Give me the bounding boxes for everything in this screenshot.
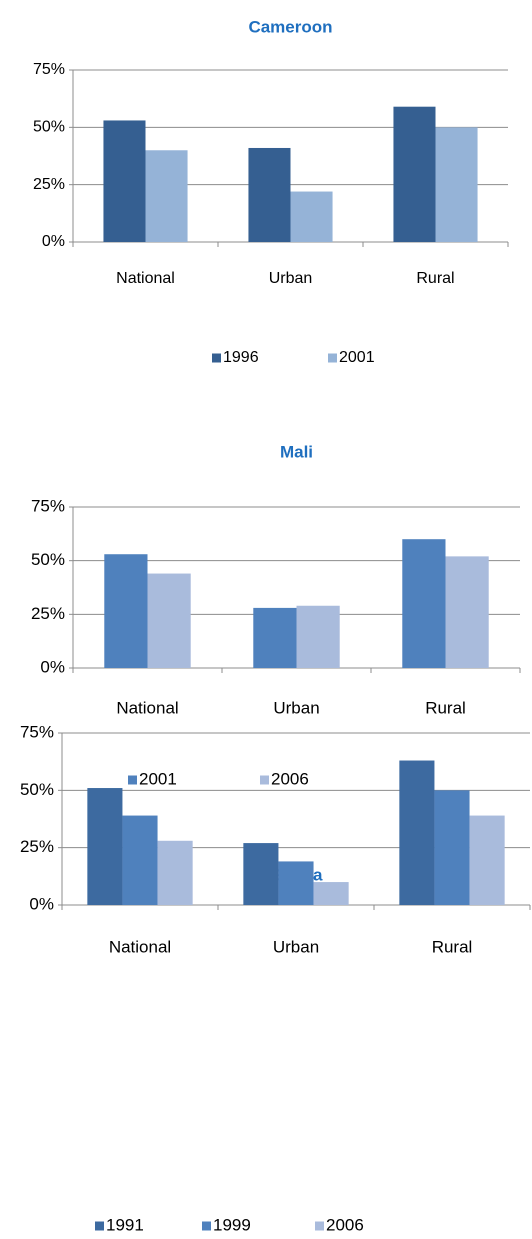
y-tick-label: 0% [42,233,65,250]
bar [87,788,123,905]
y-tick-label: 75% [31,496,65,515]
y-tick-label: 0% [29,894,54,913]
legend-label: 2006 [271,769,309,788]
x-tick-label: Rural [425,698,466,717]
x-tick-label: National [116,698,178,717]
y-tick-label: 75% [20,722,54,741]
bar [435,127,478,242]
bar [313,882,349,905]
legend-label: 2006 [326,1215,364,1234]
legend-label: 1999 [213,1215,251,1234]
y-tick-label: 75% [33,61,65,78]
legend-swatch [202,1221,211,1231]
bar [469,815,505,905]
y-tick-label: 25% [33,176,65,193]
legend-swatch [260,775,269,785]
bar [445,556,489,668]
x-tick-label: Urban [269,270,313,287]
bar [145,150,188,242]
legend-swatch [212,353,221,363]
legend-label: 1996 [223,349,259,366]
legend-label: 2001 [139,769,177,788]
bar [290,191,333,242]
bar [434,790,470,905]
x-tick-label: National [116,270,175,287]
chart: Mali 0% 25% 50% 75% National Urban Rural 2001 200… [31,442,521,788]
legend-swatch [95,1221,104,1231]
bar [393,106,436,243]
x-tick-label: Urban [273,937,319,956]
y-tick-label: 25% [20,837,54,856]
x-tick-label: Rural [416,270,454,287]
bar [248,147,291,242]
y-tick-label: 50% [20,780,54,799]
chart: Cameroon 0% 25% 50% 75% National Urban Rural 199… [33,17,509,366]
bar [399,760,435,905]
legend-swatch [315,1221,324,1231]
legend-swatch [128,775,137,785]
bar [278,861,314,905]
x-tick-label: National [109,937,171,956]
bar [253,607,297,668]
chart-title: Mali [280,442,313,461]
chart-title: Cameroon [248,17,332,36]
y-tick-label: 25% [31,604,65,623]
bar [243,843,279,905]
y-tick-label: 50% [31,550,65,569]
legend-label: 1991 [106,1215,144,1234]
bar [296,605,340,668]
bar [147,573,191,668]
legend-label: 2001 [339,349,375,366]
bar [103,120,146,242]
x-tick-label: Urban [273,698,319,717]
bar [122,815,158,905]
y-tick-label: 50% [33,119,65,136]
x-tick-label: Rural [432,937,473,956]
bar [104,554,148,668]
bar [157,840,193,905]
y-tick-label: 0% [40,657,65,676]
chart: Ghana0%25%50%75%NationalUrbanRural199119… [20,722,531,1234]
legend-swatch [328,353,337,363]
bar [402,539,446,668]
